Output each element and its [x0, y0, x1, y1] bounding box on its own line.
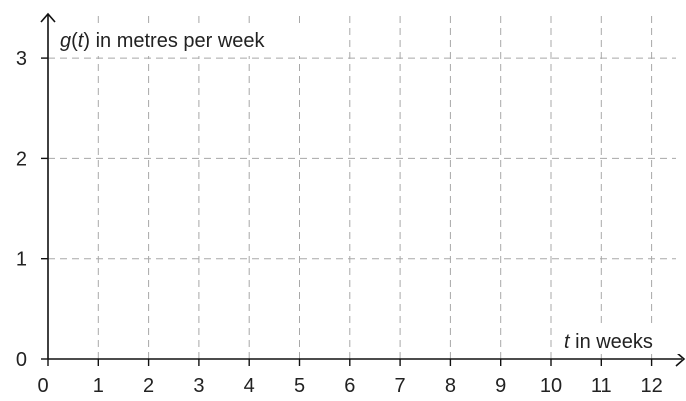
- x-axis-title-background: [560, 328, 680, 354]
- x-tick-label: 9: [495, 375, 506, 397]
- x-tick-label: 4: [244, 375, 255, 397]
- x-tick-label: 5: [294, 375, 305, 397]
- y-axis-title-rest: in metres per week: [90, 30, 266, 52]
- x-tick-label: 8: [445, 375, 456, 397]
- y-tick-label: 1: [16, 249, 27, 271]
- x-ticks: 0 1 2 3 4 5 6 7 8 9 10 11 12: [37, 359, 663, 397]
- y-ticks: 0 1 2 3: [16, 48, 48, 371]
- x-tick-label: 2: [143, 375, 154, 397]
- x-tick-label: 11: [591, 375, 612, 397]
- x-tick-label: 12: [640, 375, 662, 397]
- x-axis-arrow-icon: [675, 351, 686, 367]
- y-axis-arrow-icon: [40, 12, 56, 23]
- y-tick-label: 3: [16, 48, 27, 70]
- y-axis-title: g(t) in metres per week: [60, 30, 266, 52]
- grid: [48, 14, 676, 359]
- y-axis-title-close: ): [83, 30, 90, 52]
- axes: [40, 12, 686, 367]
- x-axis-title-var: t: [564, 331, 571, 353]
- x-tick-label: 6: [344, 375, 355, 397]
- y-tick-label: 0: [16, 349, 27, 371]
- x-tick-label: 10: [540, 375, 562, 397]
- x-tick-label: 7: [395, 375, 406, 397]
- y-axis-title-open: (: [71, 30, 78, 52]
- y-axis-title-background: [56, 24, 318, 56]
- x-tick-label: 1: [93, 375, 104, 397]
- x-axis-title-rest: in weeks: [570, 331, 653, 353]
- x-tick-label: 3: [193, 375, 204, 397]
- y-axis-title-func: g: [60, 30, 71, 52]
- y-axis-title-arg: t: [78, 30, 85, 52]
- y-tick-label: 2: [16, 148, 27, 170]
- x-axis-title: t in weeks: [564, 331, 653, 353]
- x-tick-label: 0: [37, 375, 48, 397]
